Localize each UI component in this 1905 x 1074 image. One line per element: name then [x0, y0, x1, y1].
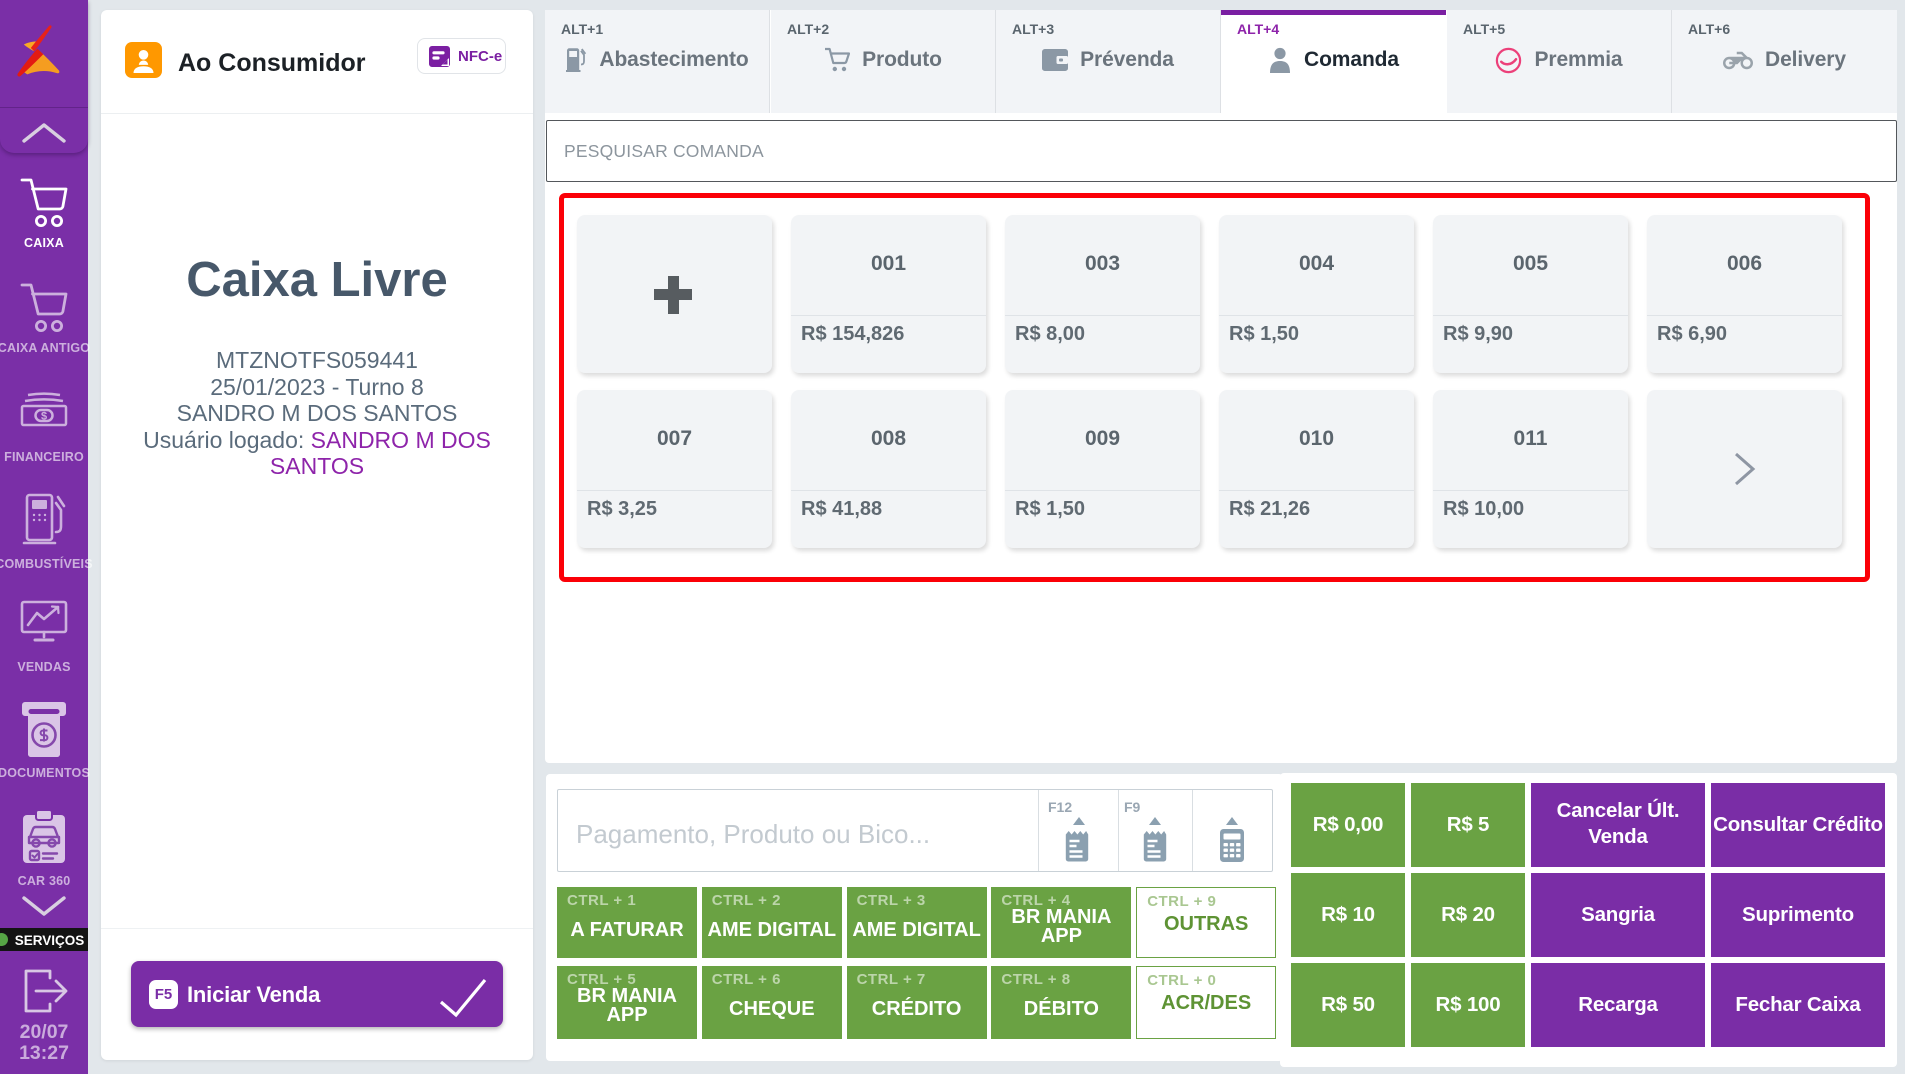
svg-text:$: $	[41, 411, 47, 423]
